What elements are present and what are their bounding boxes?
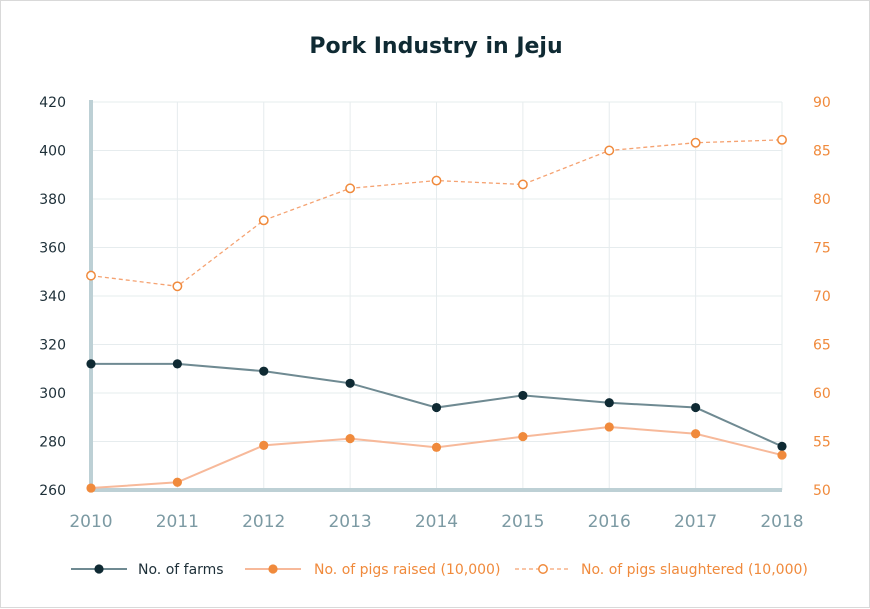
x-tick-label: 2018: [760, 512, 803, 532]
y-right-tick-label: 90: [813, 95, 831, 111]
series-pigs-slaughtered-point: [517, 179, 528, 190]
y-left-tick-label: 400: [39, 144, 66, 160]
legend-swatch-marker: [94, 564, 104, 574]
legend-label: No. of farms: [138, 562, 224, 578]
series-pigs-slaughtered-point: [172, 281, 183, 292]
legend: No. of farms No. of pigs raised (10,000) N…: [71, 562, 808, 578]
x-tick-label: 2015: [501, 512, 544, 532]
series-farms-point: [259, 366, 269, 376]
series-pigs-raised-point: [172, 477, 182, 487]
legend-label: No. of pigs slaughtered (10,000): [581, 562, 808, 578]
series-pigs-slaughtered-point: [86, 270, 96, 281]
x-tick-label: 2012: [242, 512, 285, 532]
series-farms-point: [604, 398, 614, 408]
series-pigs-raised-point: [431, 442, 442, 452]
y-right-tick-label: 65: [813, 338, 831, 354]
y-right-tick-label: 85: [813, 144, 831, 160]
axes: 260 280 300 320 340 360 380 400 420 50 55 60 65 70 75 8…: [39, 95, 831, 532]
y-left-tick-label: 360: [39, 241, 66, 257]
series-farms-point: [172, 359, 182, 369]
series-pigs-raised-point: [777, 450, 787, 460]
x-tick-label: 2011: [156, 512, 199, 532]
series-farms-point: [431, 402, 442, 413]
y-left-tick-label: 340: [39, 289, 66, 305]
series-layer: [86, 134, 787, 493]
legend-label: No. of pigs raised (10,000): [314, 562, 500, 578]
chart-title: Pork Industry in Jeju: [309, 34, 562, 59]
y-left-tick-label: 320: [39, 338, 66, 354]
y-left-tick-label: 380: [39, 192, 66, 208]
legend-swatch-marker: [538, 564, 548, 574]
series-pigs-raised-point: [518, 432, 528, 442]
series-pigs-slaughtered-point: [690, 137, 701, 148]
x-tick-label: 2014: [415, 512, 458, 532]
series-pigs-slaughtered-point: [777, 134, 787, 145]
series-farms-point: [691, 402, 701, 413]
series-pigs-raised-point: [345, 433, 355, 444]
x-tick-label: 2010: [69, 512, 112, 532]
series-pigs-slaughtered-point: [258, 215, 269, 226]
series-farms-point: [86, 359, 96, 369]
y-left-tick-label: 300: [39, 386, 66, 402]
series-pigs-raised-point: [86, 483, 96, 493]
x-tick-label: 2016: [588, 512, 631, 532]
series-pigs-raised-point: [259, 440, 269, 450]
series-farms-point: [345, 378, 355, 388]
x-tick-label: 2013: [328, 512, 371, 532]
series-pigs-raised-point: [691, 429, 701, 439]
y-right-tick-label: 75: [813, 241, 831, 257]
y-left-tick-label: 280: [39, 435, 66, 451]
series-pigs-raised-point: [604, 422, 614, 432]
y-left-tick-label: 260: [39, 483, 66, 499]
series-pigs-slaughtered-point: [604, 145, 615, 156]
y-right-tick-label: 50: [813, 483, 831, 499]
x-tick-label: 2017: [674, 512, 717, 532]
y-right-tick-label: 60: [813, 386, 831, 402]
legend-swatch-marker: [268, 564, 278, 574]
y-right-tick-label: 55: [813, 435, 831, 451]
y-right-tick-label: 70: [813, 289, 831, 305]
series-farms-point: [518, 390, 528, 401]
series-pigs-slaughtered-point: [431, 175, 442, 186]
series-farms-point: [777, 441, 787, 451]
series-pigs-slaughtered-point: [345, 183, 356, 194]
y-right-tick-label: 80: [813, 192, 831, 208]
y-left-tick-label: 420: [39, 95, 66, 111]
